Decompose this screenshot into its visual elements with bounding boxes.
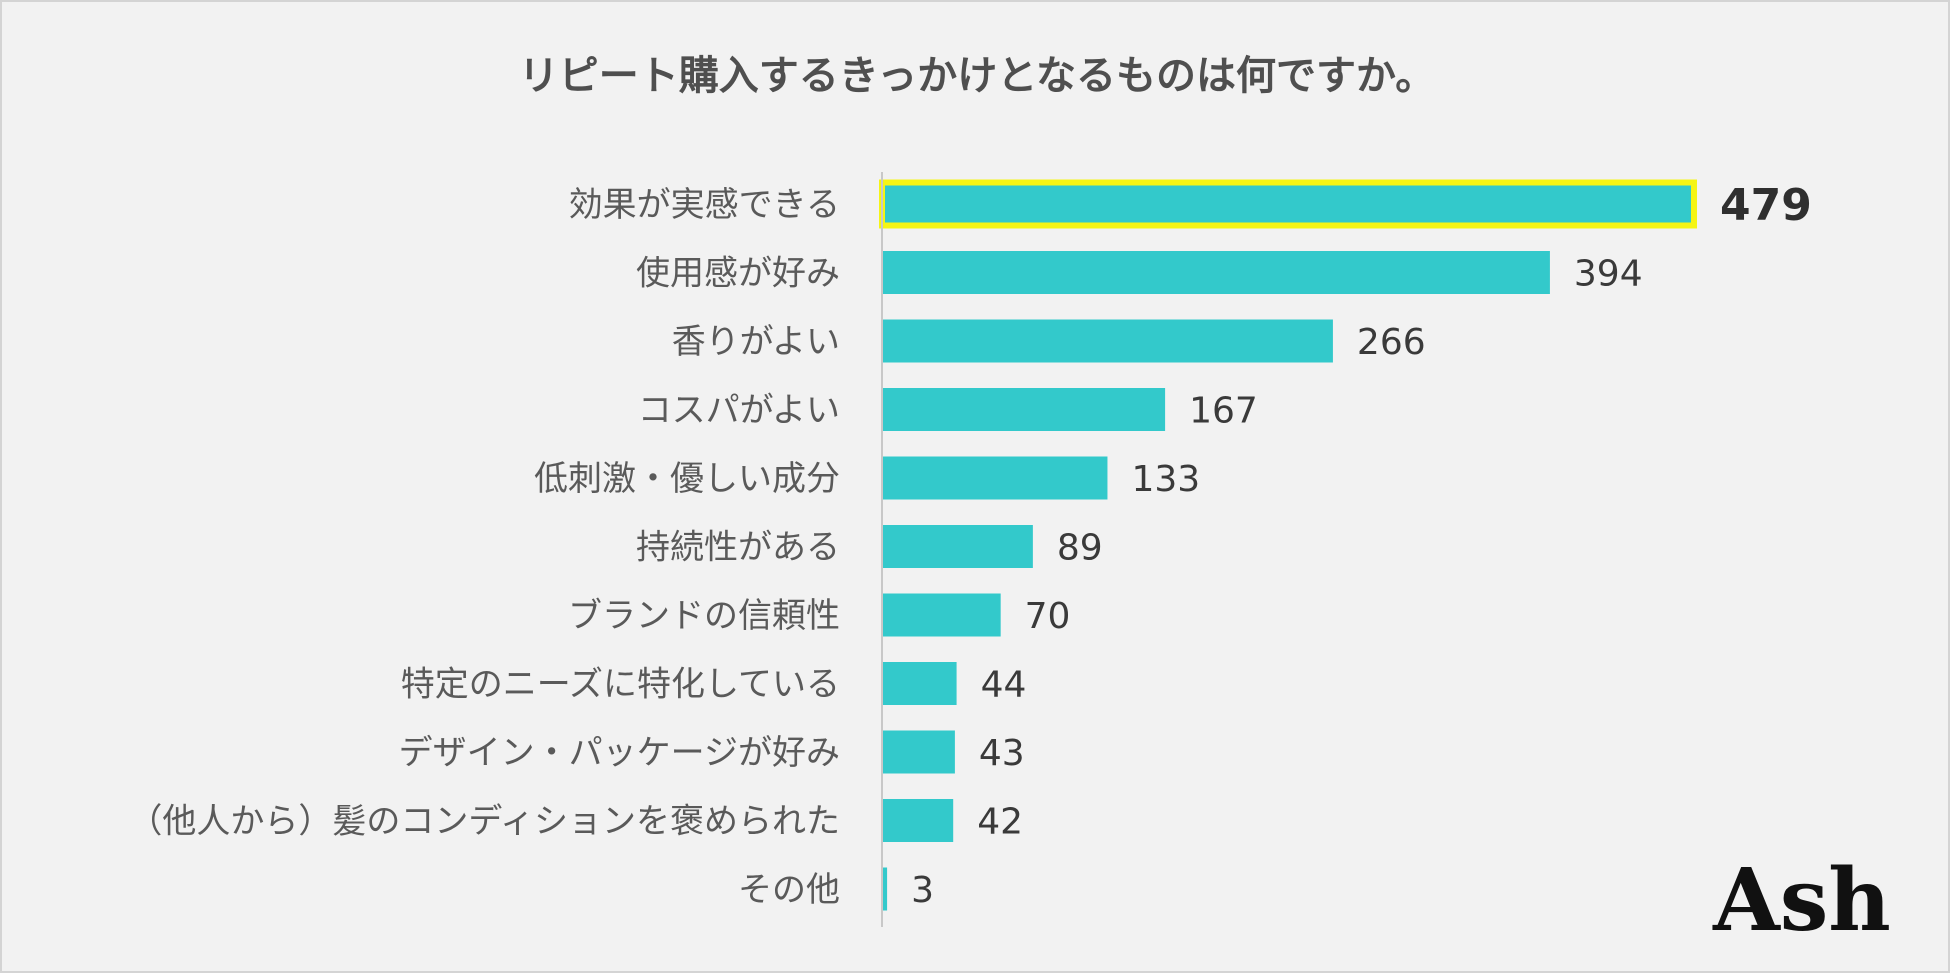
bar — [882, 799, 954, 842]
category-label: 特定のニーズに特化している — [401, 665, 840, 705]
value-label: 42 — [977, 802, 1023, 843]
value-label: 133 — [1131, 459, 1200, 500]
category-label: ブランドの信頼性 — [568, 596, 840, 636]
bar — [882, 319, 1333, 363]
bars-layer: 効果が実感できる 479 使用感が好み 394 香りがよい 266 コスパがよい 167 低刺激… — [128, 179, 1812, 911]
category-label: コスパがよい — [638, 391, 840, 431]
bar — [882, 593, 1001, 637]
category-label: 香りがよい — [672, 322, 840, 362]
category-label: 持続性がある — [636, 528, 840, 568]
bar — [882, 730, 955, 774]
ash-logo: Ash — [1712, 850, 1891, 951]
value-label: 3 — [911, 870, 934, 911]
value-label: 167 — [1189, 391, 1258, 432]
value-label: 70 — [1025, 596, 1071, 637]
bar — [882, 525, 1033, 568]
category-label: その他 — [738, 870, 840, 910]
bar — [882, 456, 1108, 500]
category-label: （他人から）髪のコンディションを褒められた — [128, 802, 840, 842]
category-label: 効果が実感できる — [569, 185, 840, 225]
category-label: デザイン・パッケージが好み — [399, 733, 840, 773]
chart-title: リピート購入するきっかけとなるものは何ですか。 — [519, 53, 1435, 99]
category-label: 低刺激・優しい成分 — [534, 459, 840, 499]
value-label: 266 — [1357, 322, 1426, 363]
bar — [882, 388, 1166, 431]
bar-highlighted — [879, 179, 1697, 229]
value-label: 43 — [979, 733, 1025, 774]
value-label: 89 — [1057, 528, 1103, 569]
bar — [882, 662, 957, 705]
value-label: 479 — [1720, 180, 1812, 231]
value-label: 44 — [981, 665, 1027, 706]
value-label: 394 — [1574, 254, 1643, 295]
bar — [882, 251, 1550, 294]
category-label: 使用感が好み — [636, 254, 840, 294]
bar — [882, 867, 888, 911]
